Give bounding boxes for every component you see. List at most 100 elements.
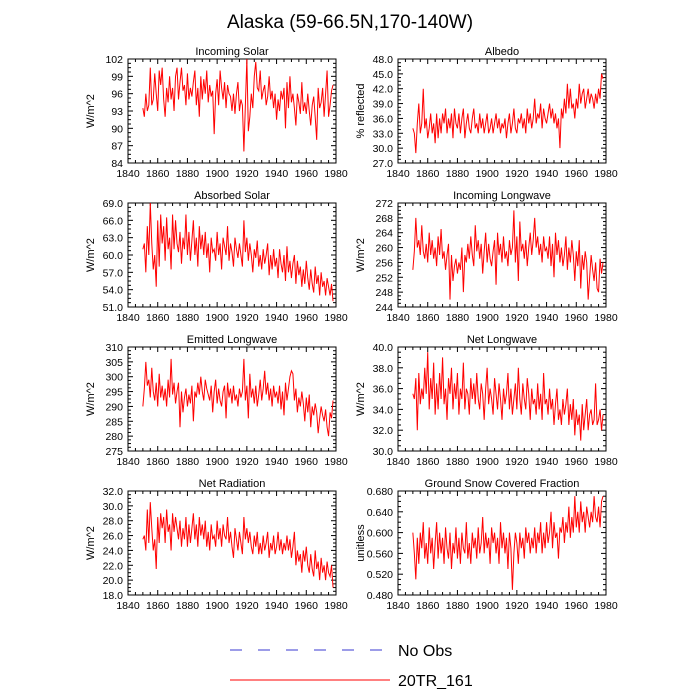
- x-tick-label: 1840: [386, 312, 410, 324]
- x-tick-label: 1840: [386, 600, 410, 612]
- x-tick-label: 1880: [176, 600, 200, 612]
- y-tick-label: 0.480: [367, 590, 393, 602]
- series-line-20tr-161: [142, 358, 334, 437]
- x-tick-label: 1960: [565, 168, 589, 180]
- panel-title: Absorbed Solar: [194, 190, 270, 202]
- x-tick-label: 1860: [416, 456, 440, 468]
- series-line-20tr-161: [412, 73, 604, 154]
- y-tick-label: 38.0: [373, 363, 394, 375]
- y-tick-label: 45.0: [373, 69, 394, 81]
- x-tick-label: 1880: [446, 168, 470, 180]
- y-tick-label: 252: [375, 272, 393, 284]
- y-tick-label: 0.680: [367, 486, 393, 498]
- panel-net-radiation: Net Radiation 18.0 20.0 22.0 24.0 26.0 28.0 30.…: [85, 478, 348, 612]
- x-tick-label: 1960: [295, 456, 319, 468]
- y-tick-label: 310: [105, 342, 123, 354]
- y-tick-label: 57.0: [103, 267, 124, 279]
- y-tick-label: 34.0: [373, 404, 394, 416]
- x-tick-label: 1920: [505, 168, 529, 180]
- x-tick-label: 1940: [535, 168, 559, 180]
- x-tick-label: 1900: [475, 600, 499, 612]
- y-axis-label: W/m^2: [85, 382, 97, 416]
- x-tick-label: 1960: [295, 600, 319, 612]
- panel-title: Incoming Solar: [195, 46, 269, 58]
- x-tick-label: 1920: [505, 312, 529, 324]
- plot-frame: [397, 58, 607, 164]
- x-tick-label: 1860: [416, 168, 440, 180]
- y-axis-label: W/m^2: [355, 382, 367, 416]
- series-line-20tr-161: [142, 202, 334, 302]
- x-tick-label: 1960: [565, 312, 589, 324]
- x-tick-label: 1840: [116, 168, 140, 180]
- x-tick-label: 1840: [386, 168, 410, 180]
- y-tick-label: 22.0: [103, 560, 124, 572]
- x-tick-label: 1940: [535, 312, 559, 324]
- legend-label-20tr-161: 20TR_161: [398, 673, 473, 690]
- panel-ground-snow-covered-fraction: Ground Snow Covered Fraction 0.480 0.520 0.…: [355, 478, 618, 612]
- y-tick-label: 36.0: [373, 384, 394, 396]
- y-tick-label: 256: [375, 257, 393, 269]
- series-line-20tr-161: [412, 352, 604, 441]
- panel-title: Net Longwave: [467, 334, 537, 346]
- y-tick-label: 268: [375, 213, 393, 225]
- x-tick-label: 1920: [235, 456, 259, 468]
- x-tick-label: 1900: [205, 312, 229, 324]
- x-tick-label: 1940: [265, 600, 289, 612]
- y-axis-label: % reflected: [355, 83, 367, 138]
- x-tick-label: 1980: [594, 168, 618, 180]
- y-tick-label: 20.0: [103, 575, 124, 587]
- y-axis-label: W/m^2: [85, 94, 97, 128]
- y-tick-label: 96: [111, 89, 123, 101]
- y-tick-label: 30.0: [373, 446, 394, 458]
- x-tick-label: 1840: [116, 600, 140, 612]
- y-tick-label: 0.640: [367, 507, 393, 519]
- panel-net-longwave: Net Longwave 30.0 32.0 34.0 36.0 38.0 40.0 1840…: [355, 334, 618, 468]
- y-tick-label: 280: [105, 431, 123, 443]
- x-tick-label: 1980: [594, 600, 618, 612]
- y-tick-label: 305: [105, 357, 123, 369]
- y-axis-label: unitless: [355, 524, 367, 562]
- y-tick-label: 63.0: [103, 233, 124, 245]
- x-tick-label: 1920: [235, 312, 259, 324]
- panel-title: Net Radiation: [199, 478, 266, 490]
- y-tick-label: 60.0: [103, 250, 124, 262]
- panel-title: Ground Snow Covered Fraction: [425, 478, 580, 490]
- x-tick-label: 1880: [176, 456, 200, 468]
- y-tick-label: 102: [105, 54, 123, 66]
- y-tick-label: 36.0: [373, 113, 394, 125]
- x-tick-label: 1860: [146, 456, 170, 468]
- panel-albedo: Albedo 27.0 30.0 33.0 36.0 39.0 42.0 45.0 48.0 18…: [355, 46, 618, 180]
- x-tick-label: 1920: [235, 168, 259, 180]
- legend-label-no-obs: No Obs: [398, 643, 452, 660]
- x-tick-label: 1980: [324, 312, 348, 324]
- x-tick-label: 1980: [324, 600, 348, 612]
- y-tick-label: 84: [111, 158, 123, 170]
- legend: No Obs 20TR_161: [230, 643, 473, 690]
- x-tick-label: 1880: [176, 312, 200, 324]
- x-tick-label: 1900: [475, 456, 499, 468]
- y-tick-label: 18.0: [103, 590, 124, 602]
- y-tick-label: 260: [375, 243, 393, 255]
- panel-grid: Incoming Solar 84 87 90 93 96 99 102 1840 1860 188…: [85, 46, 618, 612]
- x-tick-label: 1840: [386, 456, 410, 468]
- y-tick-label: 26.0: [103, 531, 124, 543]
- x-tick-label: 1940: [265, 456, 289, 468]
- y-tick-label: 90: [111, 123, 123, 135]
- x-tick-label: 1940: [535, 600, 559, 612]
- x-tick-label: 1920: [505, 600, 529, 612]
- x-tick-label: 1920: [505, 456, 529, 468]
- panel-incoming-solar: Incoming Solar 84 87 90 93 96 99 102 1840 1860 188…: [85, 46, 348, 180]
- panel-absorbed-solar: Absorbed Solar 51.0 54.0 57.0 60.0 63.0 66.0 69…: [85, 190, 348, 324]
- y-axis-label: W/m^2: [355, 238, 367, 272]
- y-tick-label: 0.520: [367, 569, 393, 581]
- series-line-20tr-161: [142, 58, 334, 152]
- x-tick-label: 1940: [265, 168, 289, 180]
- y-tick-label: 295: [105, 387, 123, 399]
- y-tick-label: 285: [105, 416, 123, 428]
- y-axis-label: W/m^2: [85, 526, 97, 560]
- y-axis-label: W/m^2: [85, 238, 97, 272]
- y-tick-label: 248: [375, 287, 393, 299]
- y-tick-label: 30.0: [103, 501, 124, 513]
- y-tick-label: 69.0: [103, 198, 124, 210]
- x-tick-label: 1980: [594, 456, 618, 468]
